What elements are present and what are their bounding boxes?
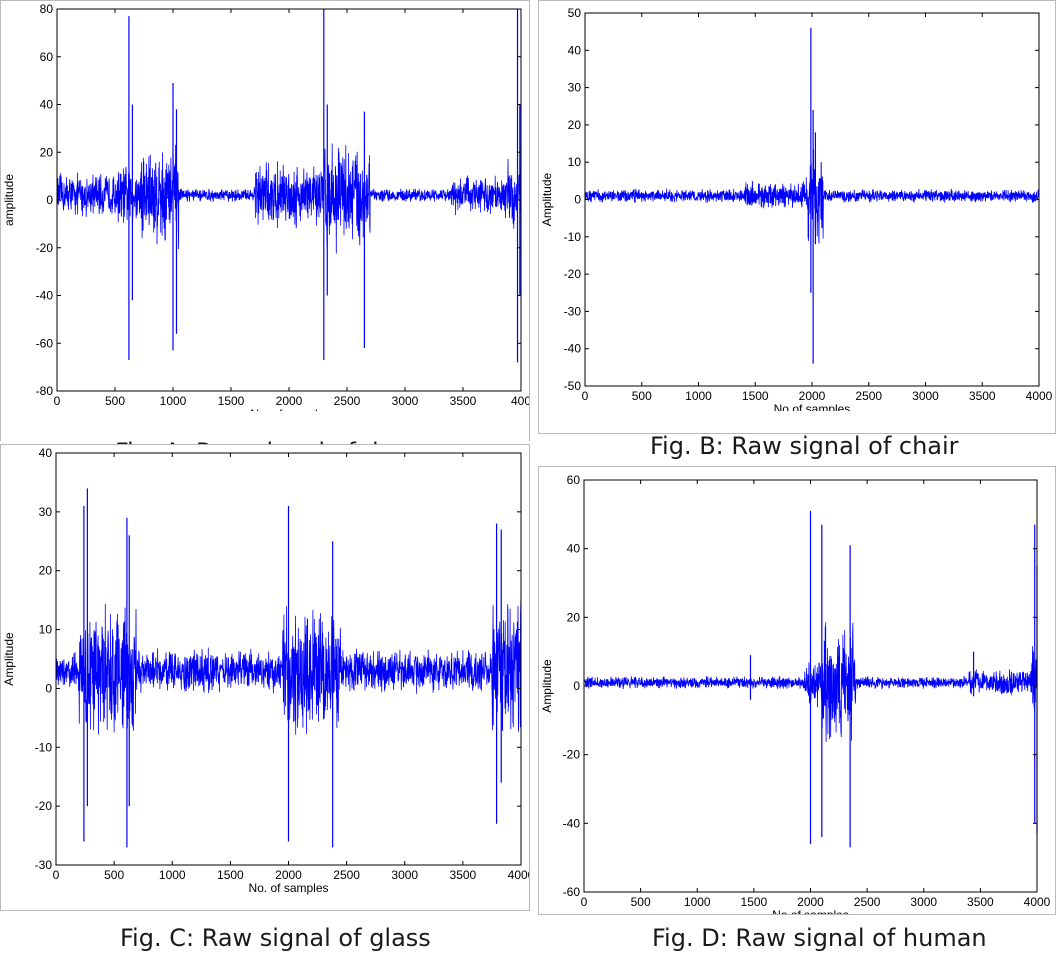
- x-tick-label: 3500: [967, 895, 994, 909]
- x-tick-label: 400: [511, 394, 529, 408]
- x-tick-label: 3000: [912, 389, 939, 403]
- x-tick-label: 500: [631, 895, 651, 909]
- x-tick-label: 4000: [508, 868, 529, 882]
- x-tick-label: 1500: [218, 394, 245, 408]
- y-tick-label: 60: [567, 473, 581, 487]
- y-tick-label: -20: [36, 241, 54, 255]
- y-tick-label: 0: [45, 681, 52, 695]
- figure-c-caption: Fig. C: Raw signal of glass: [120, 924, 431, 952]
- y-tick-label: 60: [40, 50, 54, 64]
- x-tick-label: 3500: [450, 868, 477, 882]
- x-tick-label: 2000: [275, 868, 302, 882]
- y-tick-label: 40: [568, 43, 582, 57]
- y-tick-label: -10: [564, 230, 582, 244]
- y-tick-label: -60: [36, 336, 54, 350]
- y-tick-label: 50: [568, 6, 582, 20]
- y-tick-label: -20: [564, 267, 582, 281]
- y-tick-label: 40: [39, 446, 53, 460]
- chart-d-plot: 0 500 1000 1500 2000 2500 3000 3500 4000 -60 -40 -2…: [540, 473, 1051, 914]
- x-tick-label: 2000: [799, 389, 826, 403]
- y-axis-label: amplitude: [2, 174, 16, 226]
- y-tick-label: -30: [35, 858, 53, 872]
- y-tick-label: 40: [567, 542, 581, 556]
- y-axis-label: Amplitude: [540, 173, 554, 227]
- x-tick-label: 0: [582, 389, 589, 403]
- signal-trace: [584, 149, 1040, 244]
- y-tick-label: 20: [40, 145, 54, 159]
- y-tick-label: 10: [39, 623, 53, 637]
- x-tick-label: 2000: [797, 895, 824, 909]
- y-tick-label: 20: [39, 564, 53, 578]
- y-tick-label: 20: [567, 610, 581, 624]
- y-axis-label: Amplitude: [2, 632, 16, 686]
- y-tick-label: -30: [564, 304, 582, 318]
- x-tick-label: 1500: [741, 895, 768, 909]
- y-tick-label: -40: [36, 289, 54, 303]
- figure-d-caption: Fig. D: Raw signal of human: [652, 924, 987, 952]
- x-tick-label: 3500: [969, 389, 996, 403]
- x-tick-label: 500: [104, 868, 124, 882]
- x-tick-label: 1000: [159, 868, 186, 882]
- y-tick-label: -20: [35, 799, 53, 813]
- y-tick-label: 20: [568, 118, 582, 132]
- x-tick-label: 2500: [334, 394, 361, 408]
- y-tick-label: 40: [40, 98, 54, 112]
- y-tick-label: -80: [36, 384, 54, 398]
- figure-c-frame: [0, 444, 530, 911]
- x-tick-label: 0: [54, 394, 61, 408]
- y-tick-label: -50: [564, 379, 582, 393]
- x-tick-label: 0: [581, 895, 588, 909]
- figure-c: 0 500 1000 1500 2000 2500 3000 3500 4000 -30 -20 -1…: [1, 445, 529, 910]
- figure-b: 0 500 1000 1500 2000 2500 3000 3500 4000 -50 -40 -3…: [539, 1, 1055, 433]
- y-tick-label: -40: [564, 342, 582, 356]
- x-tick-label: 1000: [685, 389, 712, 403]
- y-tick-label: 0: [574, 193, 581, 207]
- x-tick-label: 3500: [450, 394, 477, 408]
- x-tick-label: 3000: [910, 895, 937, 909]
- figure-a: 0 500 1000 1500 2000 2500 3000 3500 400 -80 -60 -40…: [1, 1, 529, 441]
- x-tick-label: 500: [632, 389, 652, 403]
- y-tick-label: 10: [568, 155, 582, 169]
- x-tick-label: 2500: [333, 868, 360, 882]
- y-tick-label: -60: [563, 885, 581, 899]
- y-axis-label: Amplitude: [540, 659, 554, 713]
- x-tick-label: 4000: [1026, 389, 1053, 403]
- x-tick-label: 3000: [392, 394, 419, 408]
- x-tick-label: 0: [53, 868, 60, 882]
- x-axis-label: No of samples: [774, 402, 851, 411]
- signal-trace: [56, 143, 522, 254]
- x-tick-label: 2500: [855, 389, 882, 403]
- chart-a-plot: 0 500 1000 1500 2000 2500 3000 3500 400-80-60-40…: [2, 2, 529, 411]
- x-axis-label: No of samples: [772, 908, 849, 914]
- y-tick-label: 80: [40, 2, 54, 16]
- x-tick-label: 500: [105, 394, 125, 408]
- x-axis-label: No. of samples: [248, 881, 328, 895]
- x-axis-label: No. of sample.: [250, 407, 327, 411]
- x-tick-label: 2000: [276, 394, 303, 408]
- y-tick-label: 30: [39, 505, 53, 519]
- x-tick-label: 1500: [742, 389, 769, 403]
- x-tick-label: 1000: [684, 895, 711, 909]
- y-tick-label: 0: [573, 679, 580, 693]
- chart-b-plot: 0 500 1000 1500 2000 2500 3000 3500 4000-50-40-3…: [540, 6, 1053, 411]
- x-tick-label: 3000: [391, 868, 418, 882]
- x-tick-label: 1000: [160, 394, 187, 408]
- x-tick-label: 2500: [854, 895, 881, 909]
- figure-b-caption: Fig. B: Raw signal of chair: [650, 432, 959, 460]
- figure-d: 0 500 1000 1500 2000 2500 3000 3500 4000 -60 -40 -2…: [539, 467, 1055, 914]
- y-tick-label: -10: [35, 740, 53, 754]
- chart-c-plot: 0 500 1000 1500 2000 2500 3000 3500 4000 -30 -20 -1…: [2, 446, 529, 895]
- y-tick-label: 30: [568, 81, 582, 95]
- y-tick-label: -40: [563, 816, 581, 830]
- x-tick-label: 1500: [217, 868, 244, 882]
- x-tick-label: 4000: [1024, 895, 1051, 909]
- y-tick-label: -20: [563, 748, 581, 762]
- y-tick-label: 0: [46, 193, 53, 207]
